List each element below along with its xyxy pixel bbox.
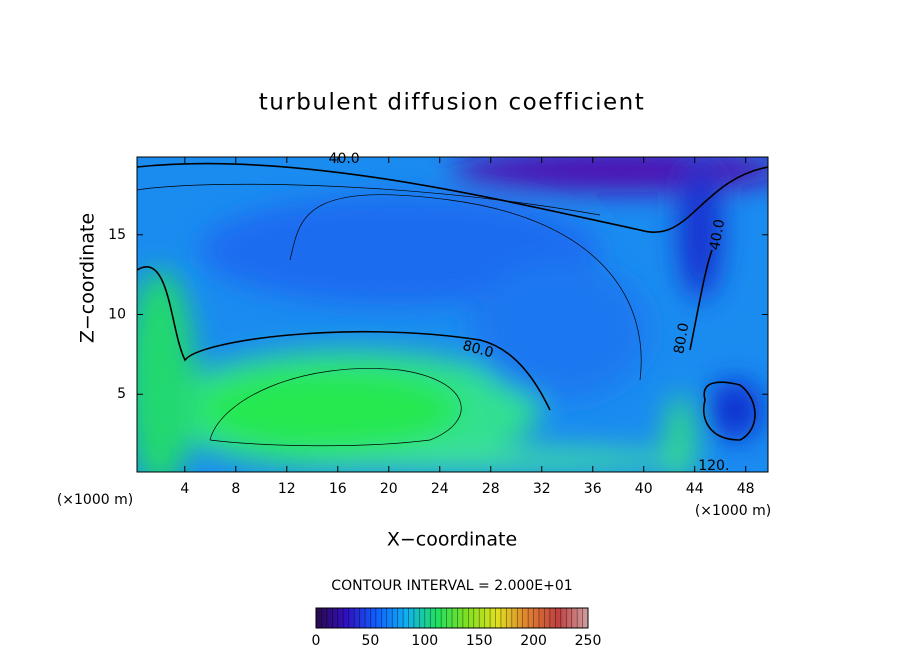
x-tick-label: 28 xyxy=(482,481,500,497)
colorbar-tick-label: 150 xyxy=(466,633,493,649)
contour-label: 120. xyxy=(698,458,729,474)
x-unit-label: (×1000 m) xyxy=(695,503,771,519)
x-unit-label: (×1000 m) xyxy=(57,492,133,508)
x-tick-label: 40 xyxy=(635,481,653,497)
colorbar-tick-label: 100 xyxy=(411,633,438,649)
x-axis-label: X−coordinate xyxy=(387,529,517,551)
x-tick-label: 12 xyxy=(278,481,296,497)
colorbar-tick-label: 0 xyxy=(312,633,321,649)
contour-label: 40.0 xyxy=(329,151,360,167)
y-tick-label: 10 xyxy=(108,307,126,323)
colorbar-tick-label: 50 xyxy=(361,633,379,649)
x-tick-label: 8 xyxy=(231,481,240,497)
x-tick-label: 36 xyxy=(584,481,602,497)
colorbar-tick-label: 200 xyxy=(520,633,547,649)
x-tick-label: 20 xyxy=(380,481,398,497)
contour-label: 80.0 xyxy=(671,322,692,355)
y-tick-label: 5 xyxy=(117,386,126,402)
chart-title: turbulent diffusion coefficient xyxy=(259,90,646,116)
x-tick-label: 16 xyxy=(329,481,347,497)
contour-interval: CONTOUR INTERVAL = 2.000E+01 xyxy=(331,578,572,594)
x-tick-label: 44 xyxy=(686,481,704,497)
colorbar-tick-label: 250 xyxy=(575,633,602,649)
x-tick-label: 32 xyxy=(533,481,551,497)
x-tick-label: 48 xyxy=(737,481,755,497)
y-axis-label: Z−coordinate xyxy=(77,213,99,343)
x-tick-label: 24 xyxy=(431,481,449,497)
contour-label: 80.0 xyxy=(461,338,495,362)
x-tick-label: 4 xyxy=(180,481,189,497)
contour-label: 40.0 xyxy=(707,218,728,251)
y-tick-label: 15 xyxy=(108,227,126,243)
field xyxy=(137,157,768,472)
